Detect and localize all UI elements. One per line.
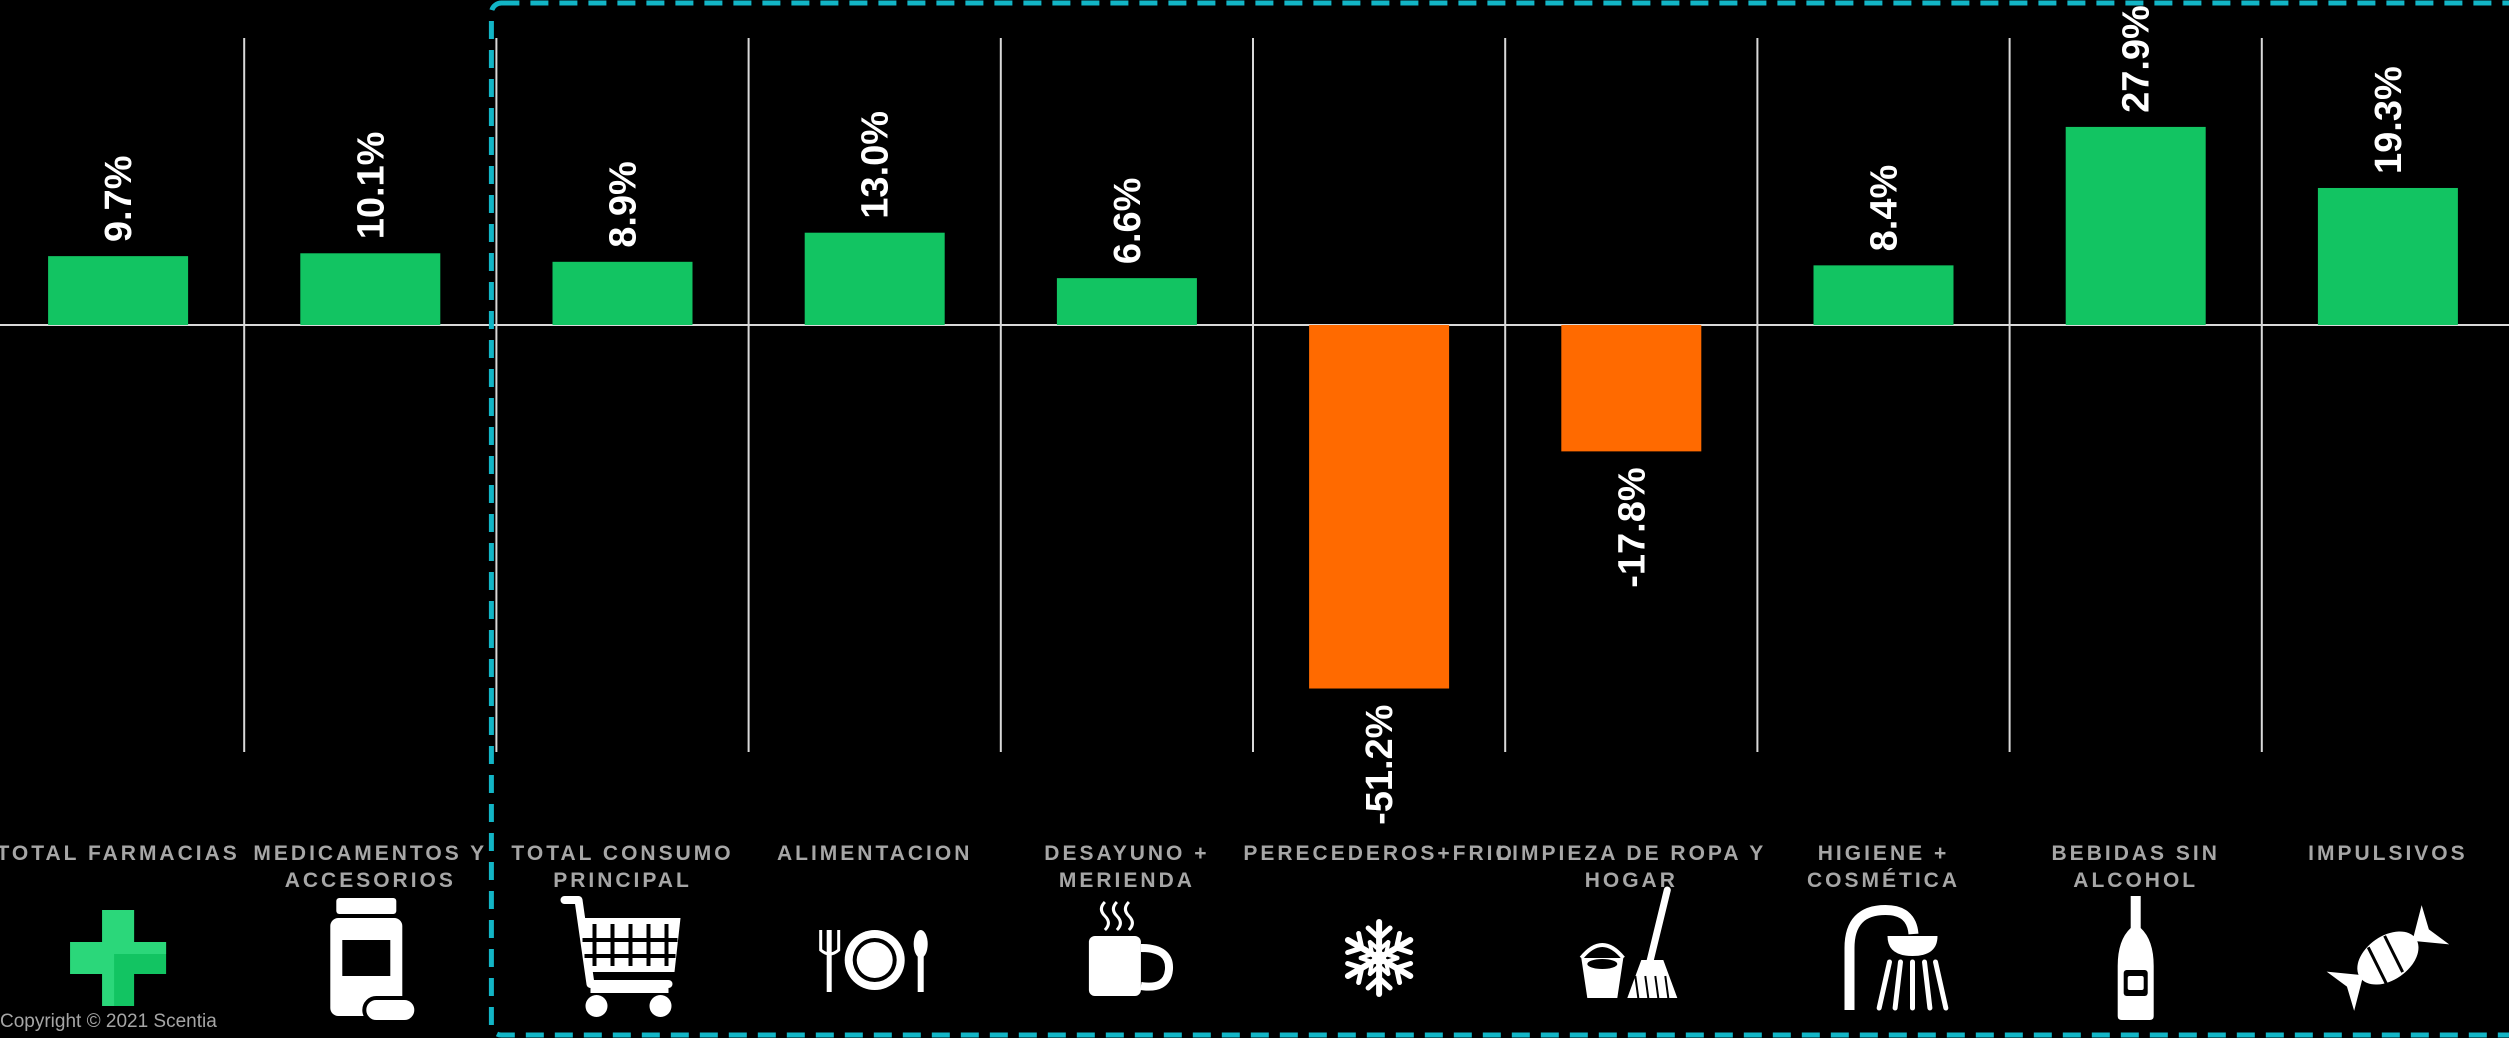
category-label: PRINCIPAL [553, 869, 692, 892]
medicine-bottle-icon [330, 898, 419, 1024]
bar [1309, 325, 1450, 689]
bar [1813, 265, 1954, 325]
category-label: ACCESORIOS [285, 869, 456, 892]
pharmacy-cross-icon [70, 910, 167, 1006]
coffee-mug-icon [1088, 900, 1173, 996]
category-label: MERIENDA [1059, 869, 1195, 892]
category-label: IMPULSIVOS [2308, 842, 2468, 865]
category-label: ALCOHOL [2073, 869, 2198, 892]
value-labels-group: 9.7% 10.1% 8.9% 13.0% 6.6% -51.2% -17.8% 8.4% 27… [98, 5, 2410, 825]
category-label: LIMPIEZA DE ROPA Y [1496, 842, 1766, 865]
category-label: HOGAR [1585, 869, 1678, 892]
category-label: TOTAL FARMACIAS [0, 842, 240, 865]
category-label: DESAYUNO + [1044, 842, 1209, 865]
category-label: ALIMENTACION [777, 842, 972, 865]
value-label: 10.1% [350, 132, 392, 240]
column-dividers [243, 38, 2263, 752]
value-label: -51.2% [1359, 705, 1401, 825]
highlight-group-border [488, 0, 2509, 1038]
value-label: 27.9% [2116, 5, 2158, 113]
bar [804, 232, 945, 325]
bottle-icon [2117, 896, 2154, 1020]
value-label: -17.8% [1611, 467, 1653, 587]
bar [48, 256, 189, 325]
value-label: 8.9% [603, 161, 645, 248]
bar [300, 253, 441, 325]
value-label: 9.7% [98, 156, 140, 243]
bar [2065, 126, 2206, 325]
category-icons-group [70, 886, 2450, 1024]
value-label: 8.4% [1864, 165, 1906, 252]
category-label: COSMÉTICA [1807, 869, 1960, 892]
shopping-cart-icon [560, 896, 681, 1017]
bar [2317, 187, 2458, 325]
category-label: TOTAL CONSUMO [511, 842, 733, 865]
snowflake-icon [1344, 919, 1414, 997]
bucket-broom-icon [1579, 886, 1678, 999]
plate-cutlery-icon [819, 930, 928, 992]
bar [1056, 278, 1197, 325]
candy-icon [2326, 905, 2450, 1011]
bar [1561, 325, 1702, 452]
category-label: HIGIENE + [1818, 842, 1949, 865]
category-label: MEDICAMENTOS Y [253, 842, 487, 865]
category-label: PERECEDEROS+FRIO [1243, 842, 1514, 865]
shower-icon [1844, 904, 1949, 1011]
bar [552, 261, 693, 325]
category-labels-group: TOTAL FARMACIAS MEDICAMENTOS Y ACCESORIOS T… [0, 842, 2468, 892]
category-label: BEBIDAS SIN [2052, 842, 2220, 865]
value-label: 19.3% [2368, 66, 2410, 174]
value-label: 13.0% [855, 111, 897, 219]
value-label: 6.6% [1107, 178, 1149, 265]
copyright-text: Copyright © 2021 Scentia [0, 1011, 217, 1032]
bars-group [48, 126, 2458, 689]
